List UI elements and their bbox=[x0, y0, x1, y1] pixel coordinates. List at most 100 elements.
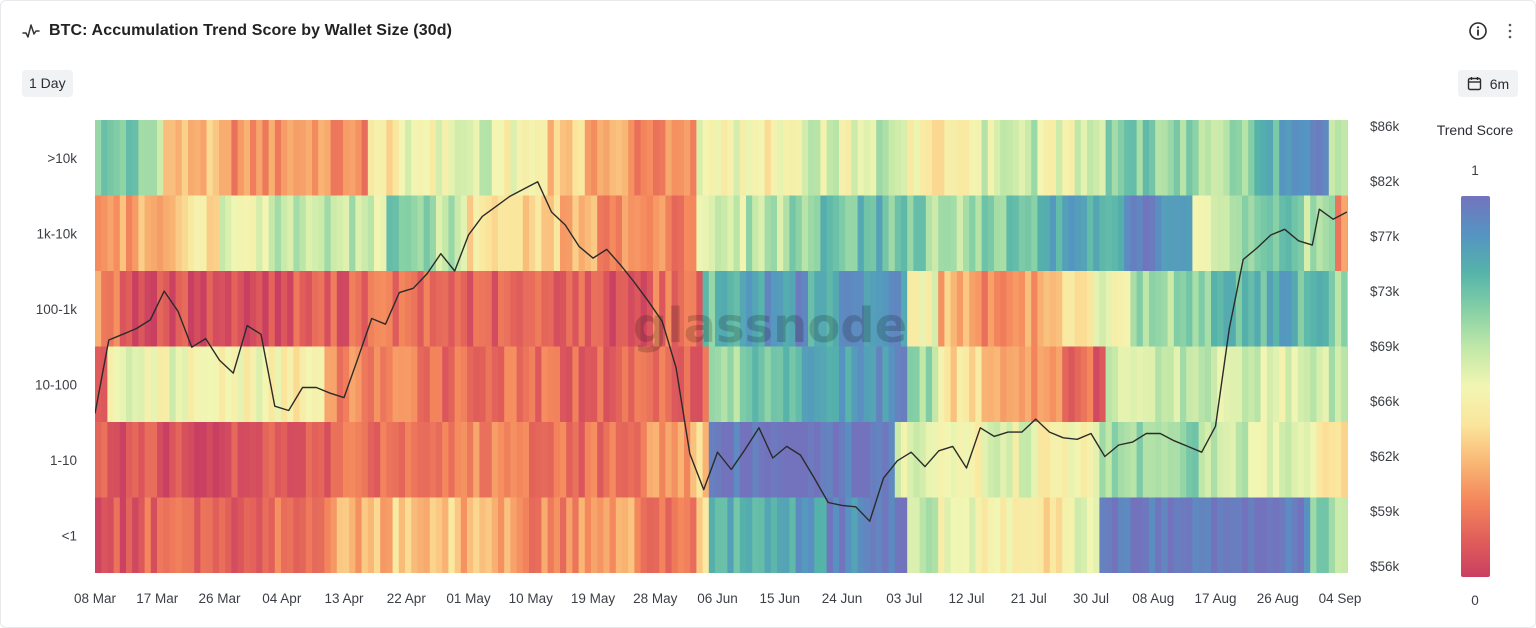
heatmap-cell bbox=[442, 195, 449, 272]
heatmap-cell bbox=[1279, 497, 1286, 573]
heatmap-cell bbox=[330, 497, 338, 573]
heatmap-cell bbox=[1173, 120, 1181, 196]
heatmap-cell bbox=[312, 422, 319, 498]
heatmap-cell bbox=[814, 271, 821, 347]
heatmap-cell bbox=[423, 120, 431, 196]
heatmap-cell bbox=[1341, 346, 1348, 423]
heatmap-cell bbox=[1322, 346, 1330, 423]
heatmap-cell bbox=[305, 120, 313, 196]
heatmap-cell bbox=[733, 120, 741, 196]
heatmap-cell bbox=[1099, 422, 1107, 498]
heatmap-cell bbox=[361, 497, 369, 573]
heatmap-cell bbox=[1341, 497, 1348, 573]
heatmap-cell bbox=[764, 422, 772, 498]
heatmap-cell bbox=[795, 422, 803, 498]
x-tick-label: 10 May bbox=[509, 591, 554, 606]
info-icon[interactable] bbox=[1468, 21, 1488, 41]
heatmap-cell bbox=[138, 346, 146, 423]
heatmap-cell bbox=[312, 271, 319, 347]
heatmap-cell bbox=[163, 497, 170, 573]
heatmap-cell bbox=[758, 195, 766, 272]
heatmap-cell bbox=[1136, 120, 1144, 196]
heatmap-cell bbox=[299, 271, 307, 347]
heatmap-cell bbox=[126, 271, 133, 347]
more-vertical-icon[interactable] bbox=[1502, 20, 1518, 42]
heatmap-cell bbox=[126, 346, 133, 423]
heatmap-cell bbox=[628, 497, 635, 573]
heatmap-cell bbox=[498, 120, 505, 196]
heatmap-cell bbox=[870, 497, 877, 573]
price-line bbox=[95, 181, 1348, 522]
heatmap-cell bbox=[733, 497, 741, 573]
heatmap-cell bbox=[113, 271, 121, 347]
heatmap-cell bbox=[1049, 497, 1057, 573]
heatmap-cell bbox=[138, 195, 146, 272]
calendar-icon bbox=[1467, 77, 1481, 91]
resolution-button[interactable]: 1 Day bbox=[22, 70, 73, 97]
heatmap-cell bbox=[1043, 422, 1051, 498]
heatmap-cell bbox=[956, 346, 964, 423]
heatmap-cell bbox=[727, 120, 735, 196]
heatmap-cell bbox=[1037, 195, 1045, 272]
heatmap-cell bbox=[1242, 120, 1249, 196]
heatmap-cell bbox=[777, 120, 784, 196]
heatmap-cell bbox=[1217, 422, 1224, 498]
heatmap-cell bbox=[622, 497, 629, 573]
heatmap-cell bbox=[132, 422, 139, 498]
heatmap-cell bbox=[163, 120, 170, 196]
colorbar-title: Trend Score bbox=[1437, 122, 1514, 138]
heatmap-cell bbox=[1242, 195, 1249, 272]
heatmap-cell bbox=[1043, 497, 1051, 573]
heatmap-cell bbox=[746, 271, 753, 347]
heatmap-cell bbox=[894, 346, 902, 423]
heatmap-cell bbox=[1254, 195, 1262, 272]
heatmap-cell bbox=[597, 120, 604, 196]
heatmap-cell bbox=[398, 195, 406, 272]
heatmap-cell bbox=[429, 346, 437, 423]
heatmap-cell bbox=[1229, 120, 1237, 196]
heatmap-cell bbox=[690, 497, 697, 573]
heatmap-cell bbox=[386, 346, 394, 423]
heatmap-cell bbox=[1056, 346, 1063, 423]
heatmap-cell bbox=[690, 120, 697, 196]
heatmap-cell bbox=[268, 497, 276, 573]
heatmap-cell bbox=[646, 497, 654, 573]
heatmap-cell bbox=[1180, 195, 1187, 272]
period-button[interactable]: 6m bbox=[1458, 70, 1518, 97]
heatmap-cell bbox=[1099, 497, 1107, 573]
heatmap-cell bbox=[1043, 271, 1051, 347]
heatmap-cell bbox=[1087, 271, 1094, 347]
heatmap-cell bbox=[535, 346, 542, 423]
heatmap-cell bbox=[479, 422, 487, 498]
heatmap-cell bbox=[442, 422, 449, 498]
heatmap-cell bbox=[969, 497, 976, 573]
heatmap-cell bbox=[529, 271, 536, 347]
heatmap-cell bbox=[522, 120, 530, 196]
heatmap-cell bbox=[473, 195, 480, 272]
heatmap-cell bbox=[1025, 497, 1032, 573]
heatmap-cell bbox=[634, 271, 642, 347]
heatmap-cell bbox=[839, 346, 846, 423]
heatmap-cell bbox=[367, 422, 375, 498]
heatmap-cell bbox=[752, 346, 759, 423]
heatmap-cell bbox=[696, 195, 704, 272]
heatmap-cell bbox=[256, 346, 263, 423]
heatmap-cell bbox=[1273, 120, 1280, 196]
x-tick-label: 04 Apr bbox=[262, 591, 302, 606]
heatmap-cell bbox=[95, 346, 102, 423]
heatmap-cell bbox=[1136, 346, 1144, 423]
heatmap-cell bbox=[1136, 422, 1144, 498]
heatmap-cell bbox=[746, 422, 753, 498]
heatmap-cell bbox=[640, 422, 648, 498]
heatmap-cell bbox=[882, 120, 890, 196]
heatmap-cell bbox=[181, 195, 189, 272]
heatmap-cell bbox=[950, 497, 958, 573]
heatmap-cell bbox=[113, 120, 121, 196]
heatmap-cell bbox=[1310, 120, 1317, 196]
heatmap-cell bbox=[820, 422, 828, 498]
period-label: 6m bbox=[1489, 75, 1510, 92]
heatmap-cell bbox=[708, 346, 716, 423]
heatmap-cell bbox=[256, 497, 263, 573]
heatmap-cell bbox=[429, 497, 437, 573]
heatmap-cell bbox=[262, 346, 270, 423]
